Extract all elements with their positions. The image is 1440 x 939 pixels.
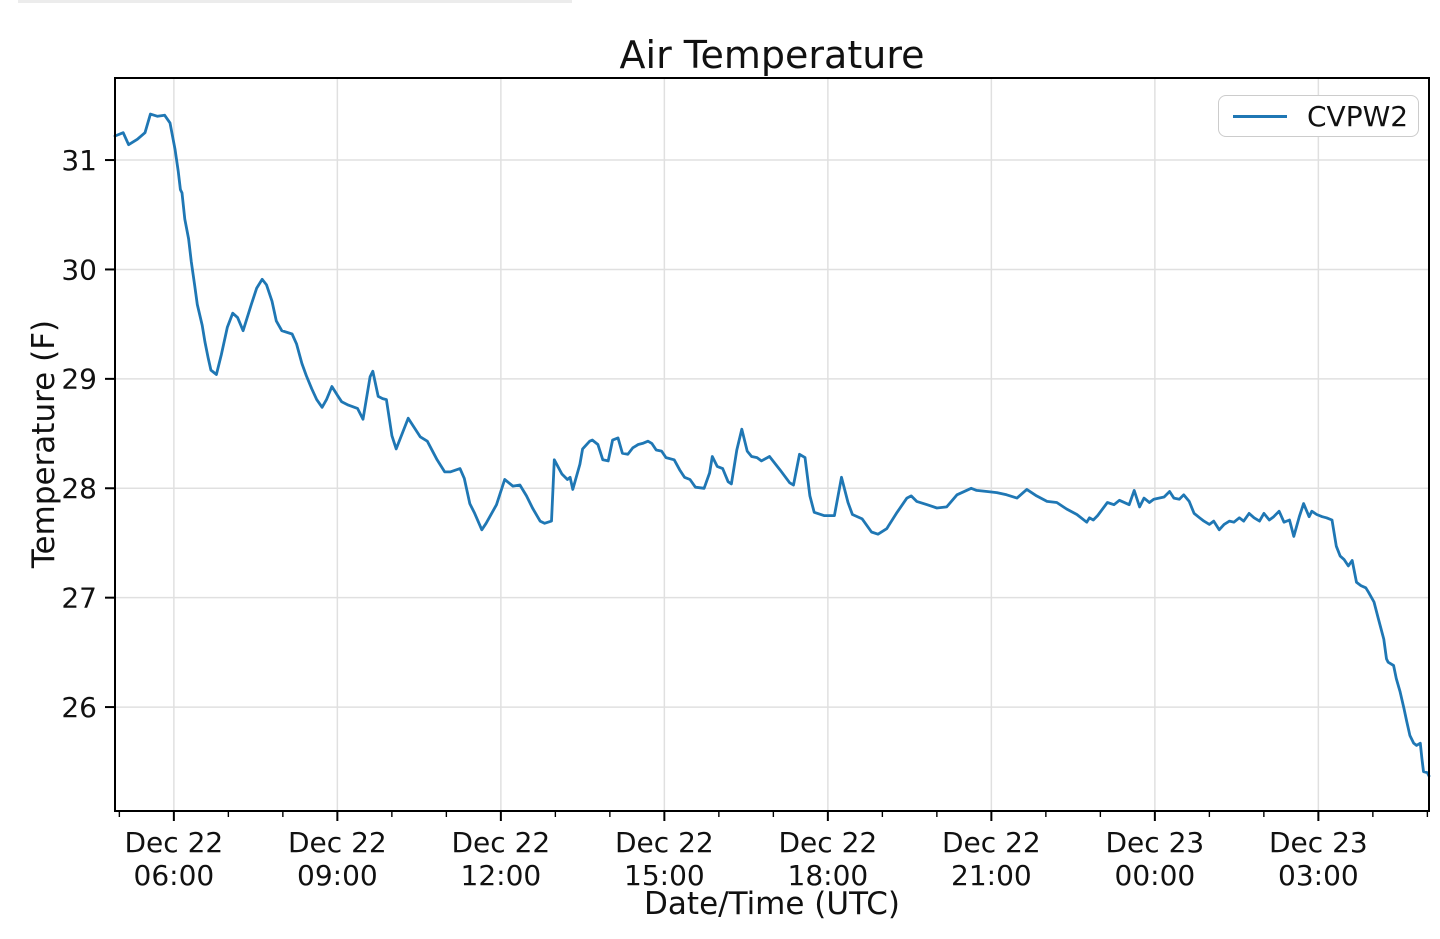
x-tick-label: Dec 22 15:00 (615, 826, 714, 892)
y-tick-label: 30 (61, 253, 97, 286)
x-tick-label: Dec 22 09:00 (288, 826, 387, 892)
temperature-line (113, 112, 1431, 778)
y-tick-label: 28 (61, 472, 97, 505)
x-tick-label: Dec 22 18:00 (779, 826, 878, 892)
axes-frame (114, 77, 1430, 812)
x-tick-label: Dec 22 06:00 (125, 826, 224, 892)
top-edge-artifact-strip (18, 0, 572, 3)
x-axis-label: Date/Time (UTC) (644, 886, 900, 922)
y-tick-label: 31 (61, 144, 97, 177)
legend: CVPW2 (1218, 95, 1419, 137)
legend-line-sample-icon (1233, 114, 1287, 118)
y-tick-label: 27 (61, 581, 97, 614)
y-tick-label: 29 (61, 363, 97, 396)
legend-series-label: CVPW2 (1307, 99, 1409, 133)
y-axis-label: Temperature (F) (26, 319, 62, 569)
x-tick-label: Dec 23 03:00 (1269, 826, 1368, 892)
x-tick-label: Dec 23 00:00 (1106, 826, 1205, 892)
x-tick-label: Dec 22 12:00 (452, 826, 551, 892)
chart-title: Air Temperature (619, 33, 925, 77)
y-tick-label: 26 (61, 691, 97, 724)
x-tick-label: Dec 22 21:00 (942, 826, 1041, 892)
